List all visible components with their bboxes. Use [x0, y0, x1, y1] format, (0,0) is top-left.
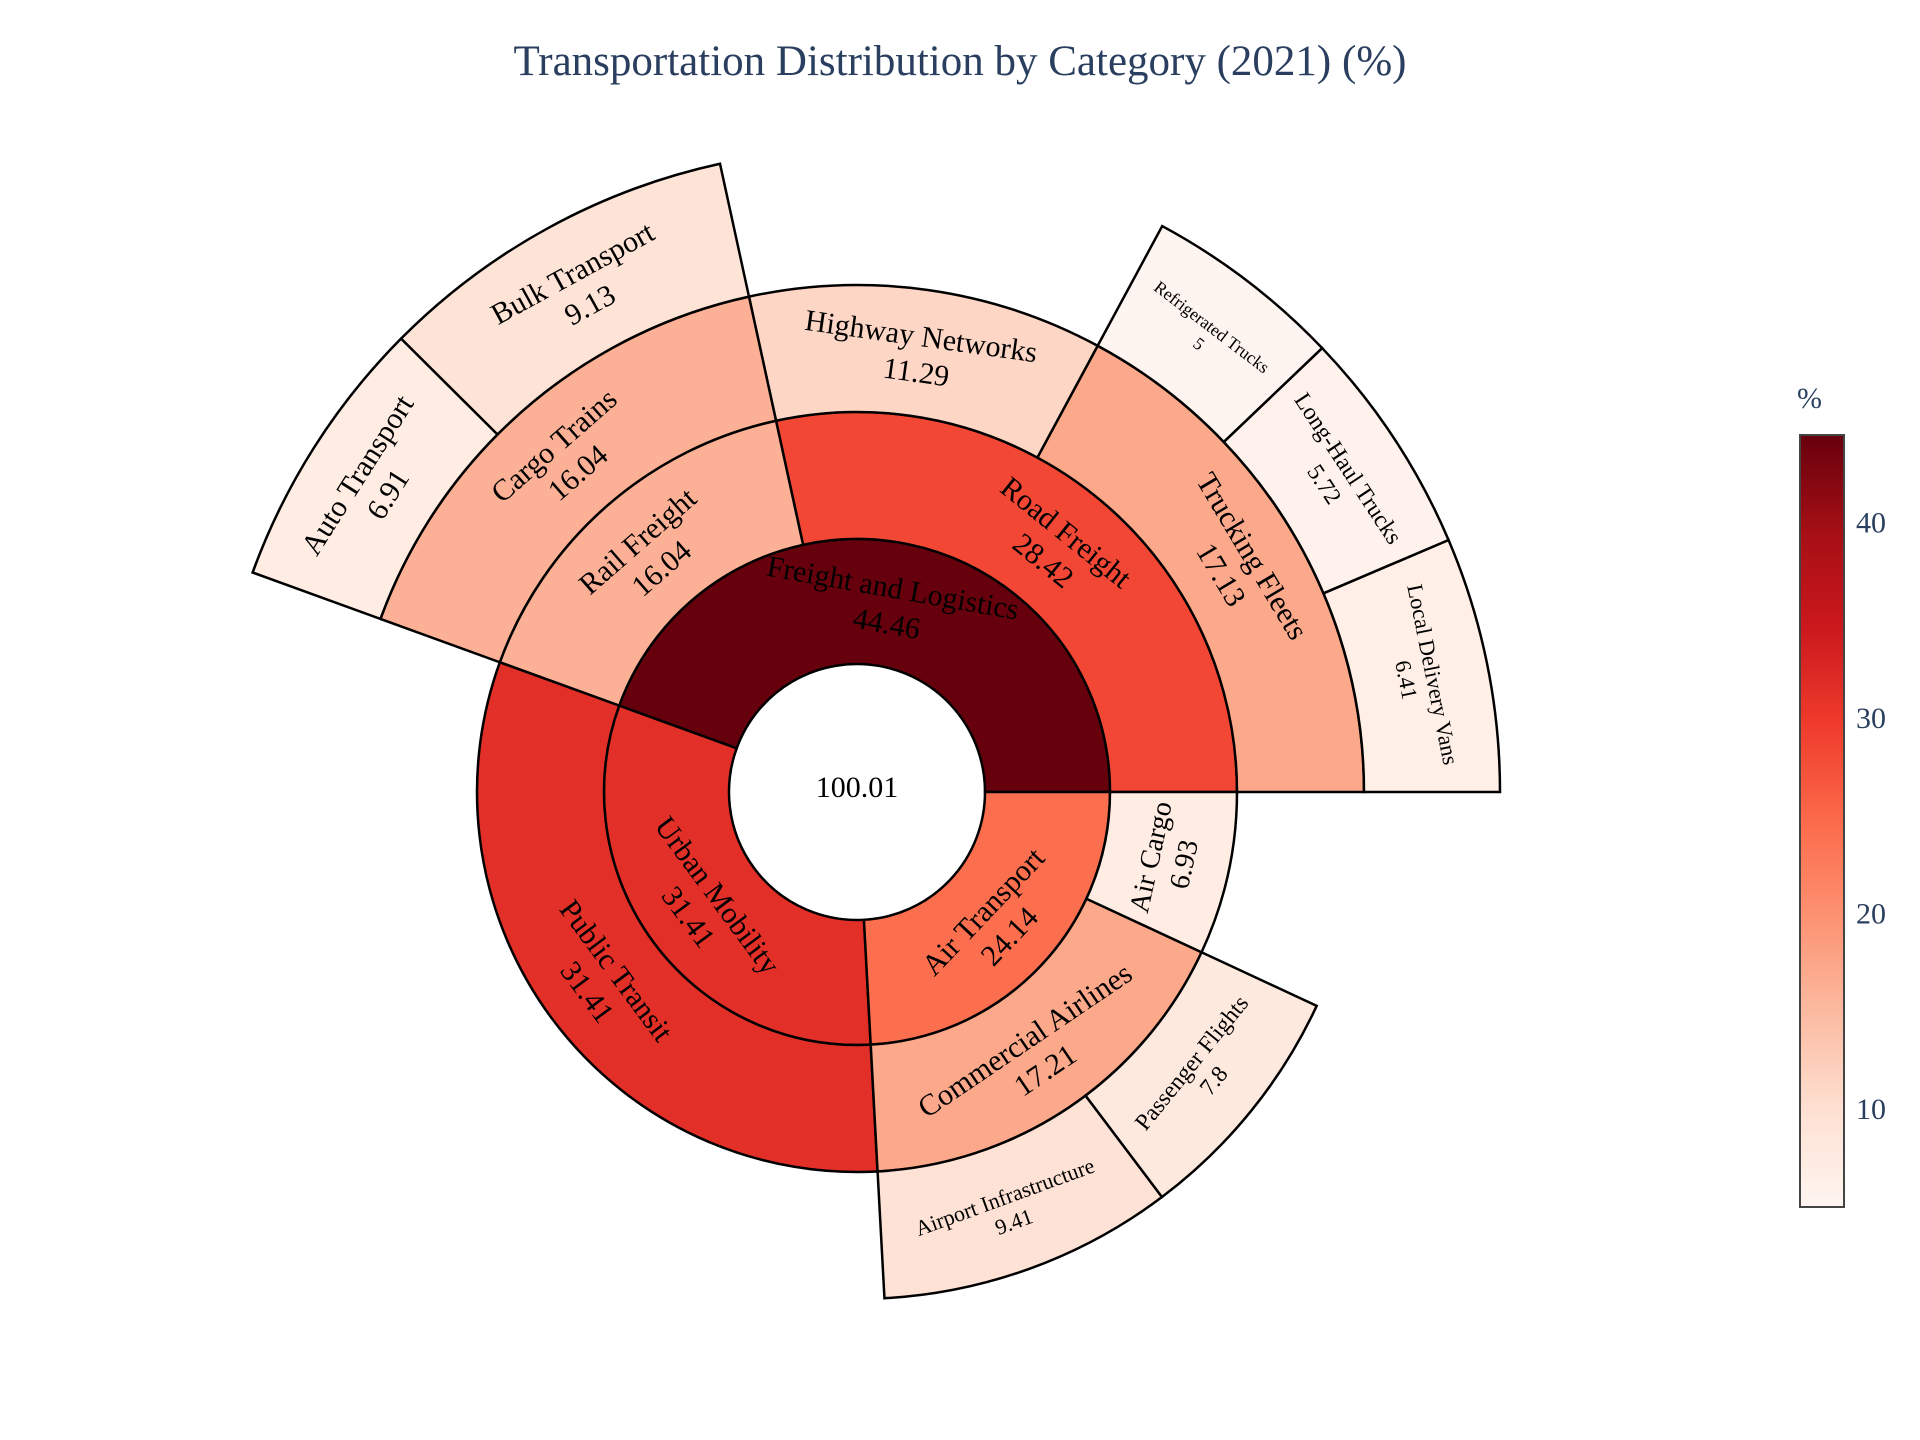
- colorbar-title: %: [1797, 382, 1822, 415]
- colorbar: % 10 20 30 40: [1797, 382, 1886, 1208]
- sector-auto-transport[interactable]: [251, 336, 500, 621]
- sunburst-sectors: [251, 162, 1502, 1300]
- sector-refrigerated-trucks[interactable]: [1095, 224, 1324, 444]
- sector-passenger-flights[interactable]: [1083, 950, 1319, 1199]
- root-value-label: 100.01: [816, 771, 899, 804]
- colorbar-gradient: [1799, 434, 1845, 1208]
- colorbar-tick-label: 40: [1856, 506, 1886, 539]
- sector-public-transit[interactable]: [475, 660, 879, 1174]
- colorbar-tick-label: 30: [1856, 702, 1886, 735]
- colorbar-ticks: 10 20 30 40: [1856, 506, 1886, 1126]
- colorbar-tick-label: 10: [1856, 1093, 1886, 1126]
- colorbar-tick-label: 20: [1856, 898, 1886, 931]
- chart-title: Transportation Distribution by Category …: [514, 38, 1407, 85]
